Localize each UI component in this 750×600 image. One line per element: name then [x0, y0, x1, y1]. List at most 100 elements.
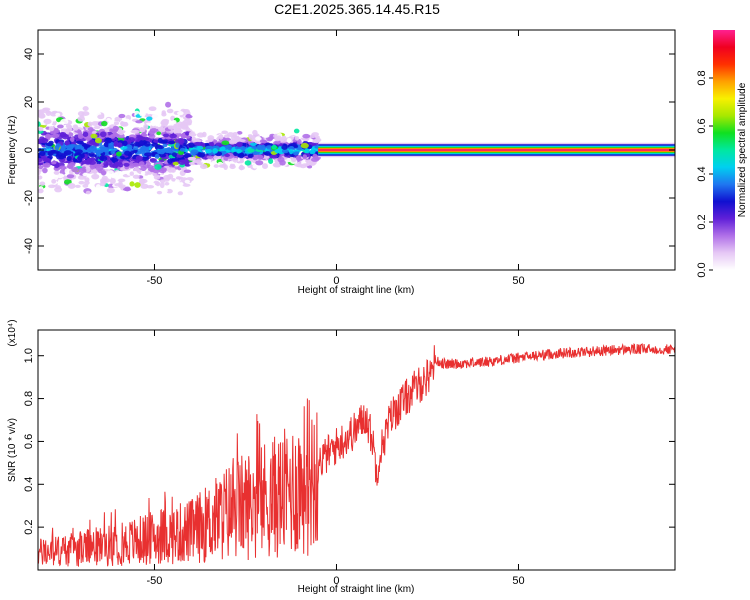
- spectrogram-cell: [46, 176, 52, 181]
- spectrogram-cell: [92, 170, 98, 174]
- spectrogram-cell: [53, 128, 60, 134]
- spectrogram-cell: [169, 133, 177, 139]
- spectrogram-cell: [119, 155, 125, 159]
- spectrogram-cell: [181, 159, 188, 164]
- spectrogram-cell: [213, 164, 219, 168]
- spectrogram-cell: [236, 131, 243, 135]
- spectrogram-cell: [281, 144, 288, 150]
- spectrogram-cell: [83, 180, 90, 186]
- spectrogram-cell: [236, 148, 242, 154]
- spectrogram-cell: [116, 142, 123, 148]
- spectrogram-cell: [236, 141, 243, 148]
- spectrogram-cell: [286, 137, 292, 144]
- spectrogram-cell: [154, 164, 162, 170]
- spectrogram-cell: [89, 139, 95, 145]
- spectrogram-cell: [121, 122, 129, 127]
- spectrogram-cell: [141, 145, 147, 151]
- spectrogram-cell: [69, 113, 76, 118]
- spectrogram-cell: [247, 148, 255, 153]
- spectrogram-cell: [157, 137, 163, 144]
- spectrogram-cell: [249, 142, 257, 146]
- spectrogram-cell: [105, 137, 111, 143]
- spectrogram-cell: [163, 147, 172, 154]
- spectrogram-x-tick-label: -50: [147, 275, 163, 287]
- spectrogram-cell: [182, 183, 191, 187]
- spectrogram-cell: [55, 112, 61, 117]
- spectrogram-cell: [101, 146, 108, 153]
- snr-frame: [37, 329, 676, 571]
- spectrogram-x-ticks: -50 0 50: [147, 30, 525, 287]
- spectrogram-cell: [281, 148, 289, 154]
- snr-x-tick-label: -50: [147, 575, 163, 587]
- spectrogram-cell: [232, 158, 239, 163]
- spectrogram-cell: [161, 112, 167, 117]
- spectrogram-cell: [228, 139, 236, 145]
- spectrogram-cell: [85, 190, 91, 195]
- spectrogram-x-label: Height of straight line (km): [298, 285, 415, 296]
- colorbar: 0.0 0.2 0.4 0.6 0.8 Normalized spectral ampl…: [696, 30, 748, 278]
- spectrogram-cell: [38, 175, 43, 180]
- spectrogram-cell: [167, 140, 176, 145]
- figure-title: C2E1.2025.365.14.45.R15: [274, 1, 440, 17]
- spectrogram-cell: [267, 137, 273, 141]
- spectrogram-cell: [94, 137, 102, 144]
- spectrogram-cell: [266, 130, 273, 135]
- spectrogram-cell: [167, 125, 175, 130]
- snr-x-tick-label: 50: [512, 575, 524, 587]
- spectrogram-cell: [271, 144, 277, 150]
- spectrogram-y-label: Frequency (Hz): [7, 116, 18, 185]
- spectrogram-cell: [268, 158, 274, 165]
- spectrogram-cell: [293, 128, 300, 134]
- spectrogram-cell: [133, 110, 140, 115]
- spectrogram-cell: [58, 165, 67, 170]
- spectrogram-cell: [290, 157, 297, 163]
- spectrogram-cell: [131, 162, 140, 167]
- spectrogram-cell: [60, 146, 66, 152]
- spectrogram-cell: [91, 147, 98, 154]
- spectrogram-cell: [252, 129, 258, 136]
- spectrogram-cell: [215, 142, 222, 147]
- snr-x-ticks: -50 0 50: [147, 330, 525, 587]
- spectrogram-y-tick-label: 0: [23, 147, 35, 153]
- spectrogram-cell: [211, 160, 218, 165]
- colorbar-gradient: [713, 30, 735, 270]
- spectrogram-cell: [45, 142, 54, 147]
- spectrogram-cell: [82, 106, 89, 111]
- spectrogram-cell: [132, 174, 140, 179]
- spectrogram-cell: [121, 118, 130, 123]
- spectrogram-cell: [42, 156, 48, 162]
- spectrogram-cell: [304, 147, 310, 154]
- spectrogram-cell: [177, 191, 184, 196]
- colorbar-label: Normalized spectral amplitude: [737, 82, 748, 217]
- spectrogram-cell: [175, 142, 180, 148]
- spectrogram-tone-band: [318, 149, 675, 151]
- spectrogram-cell: [274, 148, 281, 154]
- spectrogram-cell: [212, 147, 219, 154]
- spectrogram-cell: [97, 114, 105, 120]
- spectrogram-cell: [89, 163, 96, 170]
- spectrogram-cell: [63, 150, 72, 156]
- spectrogram-cell: [78, 167, 87, 174]
- spectrogram-cell: [252, 164, 258, 169]
- spectrogram-cell: [122, 187, 132, 192]
- spectrogram-cell: [296, 138, 302, 145]
- spectrogram-cell: [158, 127, 163, 132]
- spectrogram-cell: [288, 146, 295, 150]
- spectrogram-cell: [116, 151, 122, 157]
- spectrogram-cell: [64, 179, 72, 185]
- spectrogram-cell: [162, 188, 168, 194]
- spectrogram-cell: [151, 142, 159, 147]
- colorbar-tick-label: 0.2: [696, 214, 708, 229]
- spectrogram-cell: [162, 143, 168, 148]
- spectrogram-cell: [39, 181, 46, 186]
- spectrogram-cell: [219, 146, 226, 152]
- spectrogram-cell: [315, 135, 320, 140]
- spectrogram-cell: [82, 131, 89, 137]
- spectrogram-cell: [51, 174, 59, 181]
- spectrogram-cell: [85, 166, 91, 173]
- spectrogram-cell: [261, 134, 270, 138]
- spectrogram-cell: [117, 130, 126, 134]
- spectrogram-cell: [157, 149, 166, 155]
- spectrogram-cell: [293, 144, 299, 149]
- spectrogram-cell: [281, 135, 287, 141]
